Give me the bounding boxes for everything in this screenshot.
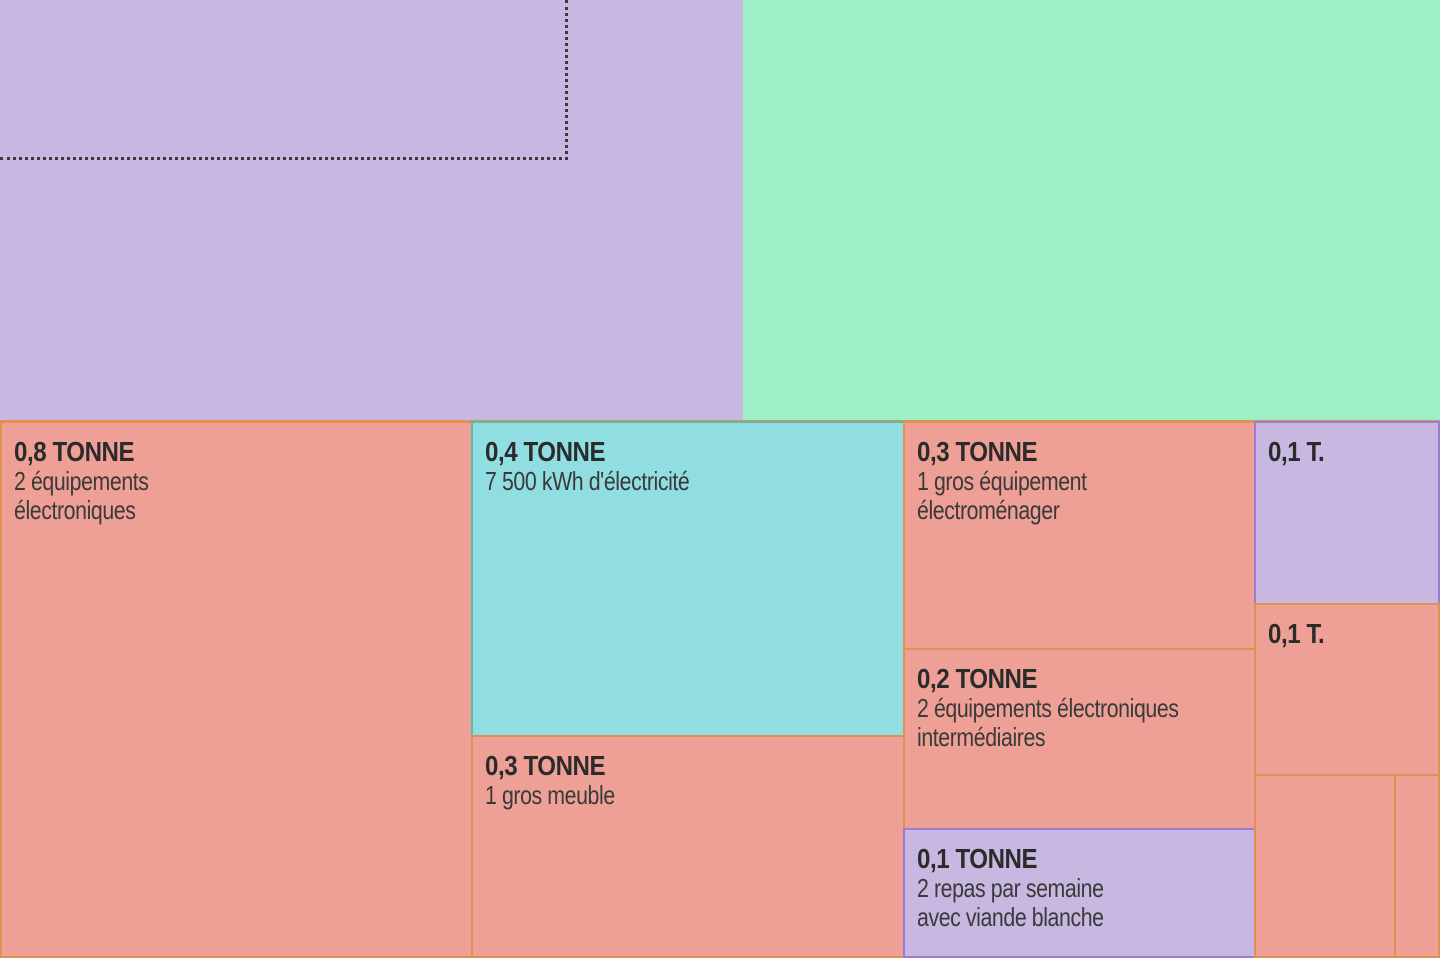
tile-description-label: 2 repas par semaine avec viande blanche [917,873,1104,932]
tile-value-label: 0,2 TONNE [917,663,1038,694]
tile-value-label: 0,3 TONNE [485,750,606,781]
treemap-tile-small-salmon: 0,1 T. [1254,603,1440,776]
tile-value-label: 0,1 TONNE [917,843,1038,874]
treemap-tile-furniture: 0,3 TONNE 1 gros meuble [471,735,905,958]
treemap-tile-tiny-salmon-2 [1394,774,1440,958]
treemap-tile-electronics-intermediate: 0,2 TONNE 2 équipements électroniques int… [903,648,1256,830]
tile-description-label: 1 gros équipement électroménager [917,466,1087,525]
treemap-tile-tiny-salmon-1 [1254,774,1396,958]
tile-description-label: 2 équipements électroniques [14,466,149,525]
treemap-tile-small-purple: 0,1 T. [1254,421,1440,605]
treemap-tile-electronics-2: 0,8 TONNE 2 équipements électroniques [0,421,473,958]
tile-value-label: 0,3 TONNE [917,436,1038,467]
treemap-tile-electricity: 0,4 TONNE 7 500 kWh d'électricité [471,421,905,737]
tile-description-label: 2 équipements électroniques intermédiair… [917,693,1179,752]
tile-description-label: 7 500 kWh d'électricité [485,466,690,496]
treemap-tile-appliance: 0,3 TONNE 1 gros équipement électroménage… [903,421,1256,650]
dashed-outline-region [0,0,568,160]
tile-value-label: 0,1 T. [1268,618,1325,649]
treemap-tile-white-meat: 0,1 TONNE 2 repas par semaine avec viande… [903,828,1256,958]
tile-value-label: 0,8 TONNE [14,436,135,467]
treemap-tile-top-purple [0,0,745,422]
tile-value-label: 0,1 T. [1268,436,1325,467]
treemap-tile-top-green [743,0,1440,422]
tile-description-label: 1 gros meuble [485,780,615,810]
tile-value-label: 0,4 TONNE [485,436,606,467]
